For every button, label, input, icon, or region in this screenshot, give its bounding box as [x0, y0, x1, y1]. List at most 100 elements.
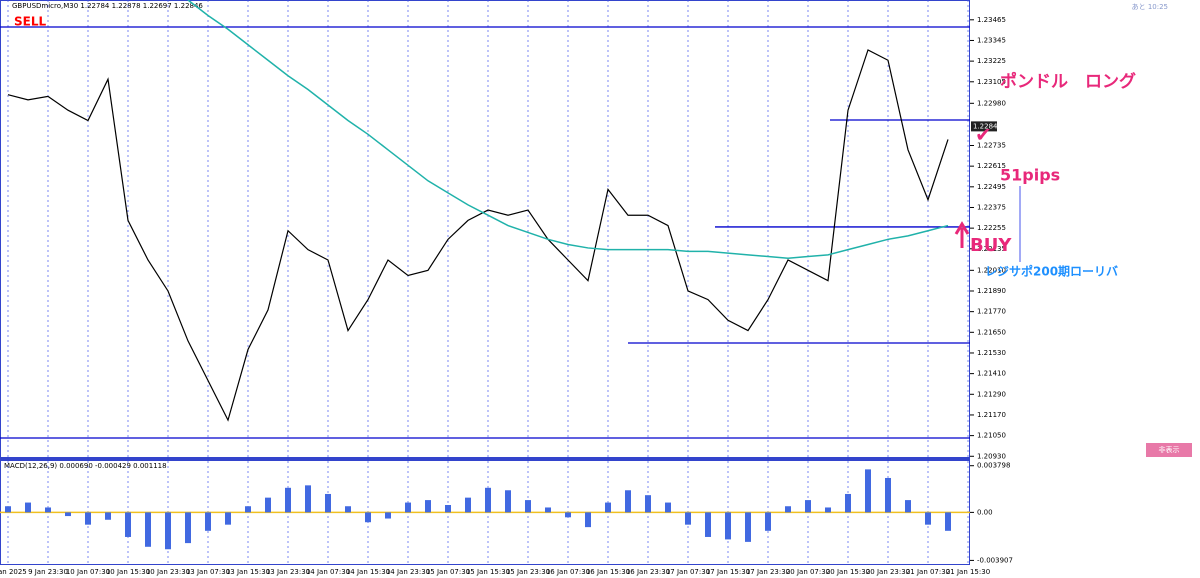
x-tick-label: 16 Jan 23:30	[626, 568, 670, 576]
macd-bar	[825, 507, 831, 513]
x-tick-label: 10 Jan 23:30	[146, 568, 190, 576]
x-tick-label: 15 Jan 07:30	[426, 568, 470, 576]
y-tick-label: 1.21170	[977, 411, 1006, 419]
y-tick-label: 1.20930	[977, 452, 1006, 460]
macd-bar	[465, 497, 471, 513]
macd-title: MACD(12,26,9) 0.000690 -0.000429 0.00111…	[4, 462, 167, 470]
y-tick-label: 1.22735	[977, 141, 1006, 149]
x-tick-label: 17 Jan 15:30	[706, 568, 750, 576]
chart-title: GBPUSDmicro,M30 1.22784 1.22878 1.22697 …	[12, 2, 203, 10]
annotation: ✔	[975, 123, 992, 147]
x-tick-label: 16 Jan 15:30	[586, 568, 630, 576]
macd-bar	[865, 469, 871, 513]
macd-bar	[285, 487, 291, 513]
x-tick-label: 20 Jan 15:30	[826, 568, 870, 576]
macd-bar	[845, 493, 851, 513]
macd-bar	[625, 490, 631, 513]
x-tick-label: 17 Jan 07:30	[666, 568, 710, 576]
macd-bar	[65, 512, 71, 517]
macd-bar	[905, 500, 911, 513]
macd-bar	[5, 506, 11, 513]
y-tick-label: 1.21050	[977, 432, 1006, 440]
x-tick-label: 17 Jan 23:30	[746, 568, 790, 576]
macd-bar	[665, 502, 671, 513]
macd-bar	[685, 512, 691, 525]
macd-bar	[225, 512, 231, 525]
y-tick-label: -0.003907	[977, 556, 1013, 564]
y-tick-label: 1.23105	[977, 78, 1006, 86]
x-tick-label: 20 Jan 07:30	[786, 568, 830, 576]
y-tick-label: 1.22010	[977, 266, 1006, 274]
annotation: レジサポ200期ローリバ	[985, 264, 1118, 279]
macd-bar	[485, 487, 491, 513]
macd-bar	[105, 512, 111, 520]
x-tick-label: 15 Jan 15:30	[466, 568, 510, 576]
buy-arrow	[954, 221, 970, 248]
annotation: ポンドル ロング	[1000, 71, 1136, 92]
x-tick-label: 10 Jan 15:30	[106, 568, 150, 576]
macd-bar	[745, 512, 751, 542]
x-tick-label: 20 Jan 23:30	[866, 568, 910, 576]
x-tick-label: 21 Jan 07:30	[906, 568, 950, 576]
price-line	[7, 49, 949, 422]
y-tick-label: 1.22980	[977, 99, 1006, 107]
x-tick-label: 13 Jan 07:30	[186, 568, 230, 576]
macd-bar	[525, 500, 531, 513]
timer: あと 10:25	[1132, 3, 1168, 11]
y-tick-label: 1.22615	[977, 162, 1006, 170]
macd-bar	[545, 507, 551, 513]
macd-bar	[385, 512, 391, 519]
annotation: BUY	[970, 235, 1012, 256]
macd-bar	[365, 512, 371, 523]
y-tick-label: 1.22495	[977, 183, 1006, 191]
hide-button[interactable]: 非表示	[1159, 445, 1180, 454]
x-tick-label: 10 Jan 07:30	[66, 568, 110, 576]
x-tick-label: 14 Jan 07:30	[306, 568, 350, 576]
main-panel	[0, 0, 970, 458]
macd-bar	[145, 512, 151, 547]
macd-bar	[345, 506, 351, 513]
macd-bar	[805, 500, 811, 513]
macd-bar	[705, 512, 711, 537]
annotation: SELL	[14, 15, 46, 29]
macd-bar	[25, 502, 31, 513]
macd-bar	[85, 512, 91, 525]
y-tick-label: 1.21890	[977, 287, 1006, 295]
y-tick-label: 1.23225	[977, 57, 1006, 65]
macd-bar	[165, 512, 171, 550]
macd-bar	[505, 490, 511, 513]
x-tick-label: 14 Jan 23:30	[386, 568, 430, 576]
macd-bar	[45, 507, 51, 513]
macd-bar	[605, 502, 611, 513]
y-tick-label: 1.22255	[977, 224, 1006, 232]
x-tick-label: 13 Jan 23:30	[266, 568, 310, 576]
price-line	[187, 0, 949, 260]
macd-bar	[245, 506, 251, 513]
y-tick-label: 1.21770	[977, 308, 1006, 316]
current-price: 1.22846	[973, 122, 1002, 130]
x-tick-label: 16 Jan 07:30	[546, 568, 590, 576]
x-tick-label: 9 Jan 23:30	[28, 568, 68, 576]
annotation: 51pips	[1000, 166, 1060, 185]
macd-bar	[645, 495, 651, 513]
macd-bar	[325, 493, 331, 513]
macd-bar	[205, 512, 211, 531]
x-tick-label: 13 Jan 15:30	[226, 568, 270, 576]
y-tick-label: 1.23465	[977, 16, 1006, 24]
macd-bar	[265, 497, 271, 513]
y-tick-label: 1.21290	[977, 390, 1006, 398]
macd-bar	[925, 512, 931, 525]
hide-button-bg[interactable]	[1146, 443, 1192, 457]
macd-bar	[585, 512, 591, 528]
macd-bar	[565, 512, 571, 518]
macd-bar	[445, 505, 451, 513]
x-tick-label: 21 Jan 15:30	[946, 568, 990, 576]
macd-bar	[785, 506, 791, 513]
x-tick-label: 14 Jan 15:30	[346, 568, 390, 576]
macd-bar	[725, 512, 731, 540]
macd-bar	[125, 512, 131, 537]
macd-bar	[945, 512, 951, 531]
x-tick-label: 15 Jan 23:30	[506, 568, 550, 576]
y-tick-label: 1.21650	[977, 328, 1006, 336]
